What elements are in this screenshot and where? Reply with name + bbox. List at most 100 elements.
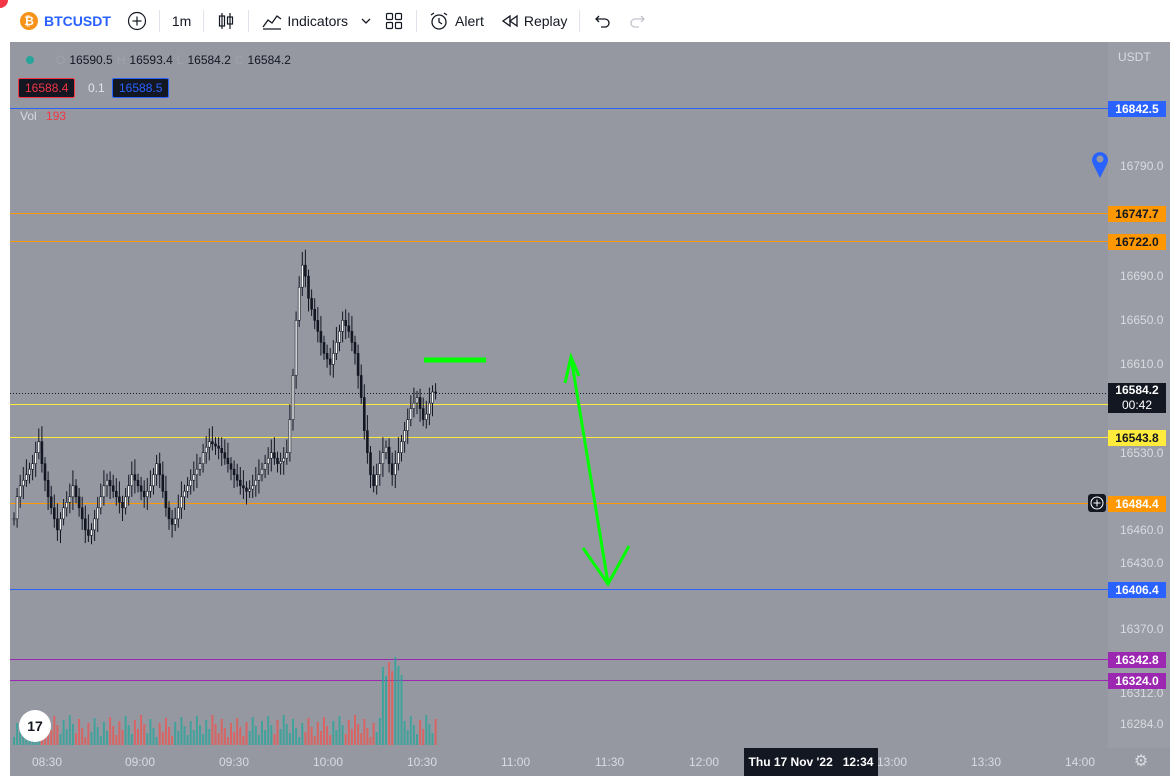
candle-body	[372, 474, 375, 487]
candle-body	[353, 342, 357, 354]
time-tick-label: 10:00	[313, 755, 344, 769]
volume-bar	[127, 725, 130, 745]
grid-layout-icon	[385, 12, 403, 30]
candle-body	[96, 507, 99, 520]
candle-body	[146, 490, 149, 498]
indicators-button[interactable]: Indicators	[253, 0, 356, 42]
candle-body	[338, 331, 341, 343]
close-value: 16584.2	[247, 53, 291, 67]
chart-pane[interactable]	[10, 42, 1170, 748]
candle-body	[208, 441, 211, 448]
candle-body	[356, 353, 360, 376]
candle-body	[198, 463, 202, 470]
price-tick-label: 16284.0	[1120, 717, 1164, 731]
undo-button[interactable]	[584, 0, 620, 42]
volume-bar	[332, 721, 335, 745]
volume-bar	[323, 717, 325, 745]
crosshair-plus-button[interactable]	[1088, 494, 1106, 512]
volume-bar	[220, 719, 223, 745]
alert-button[interactable]: Alert	[421, 0, 492, 42]
indicators-dropdown[interactable]	[356, 0, 376, 42]
toolbar-divider	[579, 10, 581, 32]
timeframe-label: 1m	[171, 13, 192, 29]
settings-gear-icon[interactable]: ⚙	[1133, 753, 1149, 770]
volume-bar	[350, 729, 353, 745]
volume-bar	[344, 734, 347, 745]
sell-price: 16588.4	[25, 81, 69, 95]
volume-bar	[422, 729, 425, 745]
candle-body	[139, 485, 143, 492]
volume-bar	[143, 724, 146, 745]
candle-body	[21, 479, 25, 487]
status-dot	[26, 56, 34, 64]
volume-bar	[19, 732, 22, 745]
volume-bar	[270, 725, 273, 745]
volume-bar	[226, 737, 229, 745]
level-price-tag: 16747.7	[1108, 205, 1166, 222]
volume-bar	[251, 717, 254, 745]
volume-bar	[245, 722, 248, 745]
sell-button[interactable]: 16588.4	[18, 78, 76, 98]
volume-bar	[87, 723, 90, 745]
timeframe-button[interactable]: 1m	[164, 0, 199, 42]
candles-icon	[219, 13, 234, 29]
candle-body	[412, 402, 416, 409]
symbol-button[interactable]: ₿ BTCUSDT	[0, 0, 119, 42]
volume-bar	[285, 724, 288, 745]
top-toolbar: ₿ BTCUSDT 1m Indicators	[0, 0, 1170, 42]
time-axis[interactable]	[10, 748, 1170, 776]
candle-body	[37, 441, 41, 453]
candle-body	[108, 479, 112, 487]
candle-body	[177, 507, 180, 520]
volume-legend: Vol 193	[14, 106, 72, 126]
volume-bar	[391, 671, 394, 745]
volume-bar	[403, 721, 406, 745]
volume-bar	[171, 736, 174, 745]
chart-type-button[interactable]	[208, 0, 244, 42]
candle-body	[102, 485, 106, 498]
buy-button[interactable]: 16588.5	[112, 78, 170, 98]
volume-bar	[416, 734, 418, 745]
price-alert-marker-icon[interactable]	[1090, 148, 1110, 180]
candle-body	[133, 474, 137, 481]
volume-bar	[354, 715, 356, 745]
volume-bar	[180, 717, 183, 745]
level-price-tag: 16842.5	[1108, 100, 1166, 117]
volume-bar	[13, 737, 15, 745]
volume-bar	[161, 732, 164, 745]
candle-body	[164, 490, 168, 509]
candle-body	[211, 441, 214, 445]
candle-body	[335, 342, 338, 354]
candle-body	[12, 518, 16, 521]
volume-bar	[16, 723, 19, 745]
candle-body	[291, 375, 295, 420]
redo-button[interactable]	[620, 0, 656, 42]
volume-bar	[233, 732, 236, 745]
volume-bar	[288, 733, 291, 745]
candle-body	[313, 308, 317, 321]
volume-bar	[59, 734, 62, 745]
candle-body	[183, 490, 186, 498]
level-price-tag: 16324.0	[1108, 672, 1166, 689]
volume-bar	[366, 728, 369, 745]
volume-bar	[434, 719, 437, 745]
candle-body	[34, 452, 38, 465]
compare-symbol-button[interactable]	[119, 0, 155, 42]
volume-bar	[183, 726, 186, 745]
volume-bar	[146, 733, 149, 745]
candle-body	[56, 518, 59, 531]
volume-bar	[174, 722, 177, 745]
indicators-icon	[262, 15, 282, 30]
currency-label[interactable]: USDT	[1118, 50, 1151, 64]
replay-button[interactable]: Replay	[492, 0, 576, 42]
volume-bar	[428, 724, 431, 745]
candle-body	[347, 325, 351, 332]
layout-button[interactable]	[376, 0, 412, 42]
candle-body	[282, 457, 286, 462]
candle-body	[375, 474, 379, 487]
tradingview-logo[interactable]: 17	[19, 710, 51, 742]
volume-bar	[81, 728, 84, 745]
candle-body	[322, 342, 326, 354]
volume-bar	[71, 724, 74, 745]
